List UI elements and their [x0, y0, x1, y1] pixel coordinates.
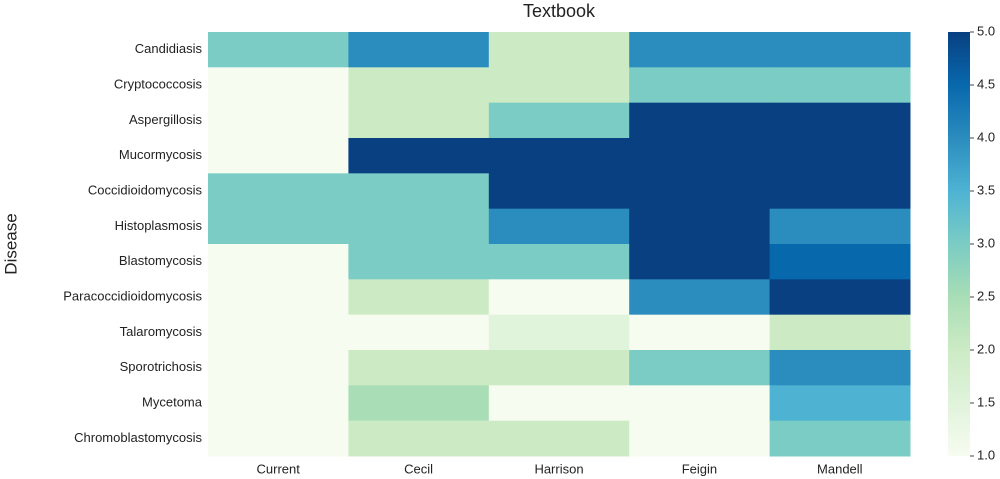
heatmap-cell	[348, 385, 490, 422]
heatmap-cell	[208, 420, 349, 457]
x-tick-label: Feigin	[682, 461, 717, 476]
colorbar-tick-label: 2.5	[977, 288, 995, 303]
heatmap-cell	[348, 208, 490, 245]
y-tick-label: Paracoccidioidomycosis	[63, 288, 202, 303]
colorbar-tick-label: 4.5	[977, 76, 995, 91]
y-tick-label: Mycetoma	[142, 394, 203, 409]
heatmap-cell	[348, 279, 490, 316]
colorbar	[948, 32, 970, 456]
heatmap-cell	[488, 350, 630, 386]
heatmap-cell	[629, 350, 771, 386]
heatmap-cell	[769, 102, 911, 139]
heatmap-cell	[208, 173, 349, 210]
colorbar-tick-label: 5.0	[977, 23, 995, 38]
heatmap-cell	[629, 32, 771, 68]
heatmap-cell	[629, 279, 771, 316]
heatmap-cell	[769, 208, 911, 245]
colorbar-tick-label: 3.0	[977, 235, 995, 250]
y-tick-label: Cryptococcosis	[114, 76, 203, 91]
heatmap-cell	[208, 32, 349, 68]
y-tick-label: Sporotrichosis	[120, 359, 203, 374]
heatmap-cell	[629, 314, 771, 351]
heatmap-cell	[208, 138, 349, 174]
y-tick-label: Chromoblastomycosis	[74, 430, 202, 445]
heatmap-cell	[769, 279, 911, 316]
heatmap-cell	[208, 279, 349, 316]
heatmap-cell	[348, 350, 490, 386]
colorbar-tick-label: 3.5	[977, 182, 995, 197]
heatmap-cell	[208, 350, 349, 386]
heatmap-cell	[629, 385, 771, 422]
colorbar-tick-label: 4.0	[977, 129, 995, 144]
heatmap-cell	[769, 173, 911, 210]
heatmap-cell	[348, 314, 490, 351]
heatmap-cell	[488, 420, 630, 457]
heatmap-cell	[208, 208, 349, 245]
y-tick-label: Mucormycosis	[119, 147, 203, 162]
heatmap-cell	[208, 385, 349, 422]
y-tick-label: Histoplasmosis	[115, 218, 203, 233]
chart-title: Textbook	[523, 1, 596, 21]
heatmap-cell	[769, 244, 911, 280]
heatmap-cell	[488, 32, 630, 68]
y-tick-label: Aspergillosis	[129, 112, 202, 127]
heatmap-cell	[488, 173, 630, 210]
heatmap-cell	[488, 208, 630, 245]
heatmap-cell	[488, 102, 630, 139]
heatmap-cell	[348, 173, 490, 210]
colorbar-tick-label: 1.0	[977, 447, 995, 462]
heatmap-cell	[488, 138, 630, 174]
x-tick-label: Harrison	[534, 461, 583, 476]
heatmap-cell	[769, 385, 911, 422]
y-tick-label: Blastomycosis	[119, 253, 203, 268]
heatmap-cell	[348, 32, 490, 68]
y-axis-label: Disease	[1, 213, 20, 274]
heatmap-cell	[208, 244, 349, 280]
heatmap-cell	[769, 138, 911, 174]
x-tick-label: Mandell	[817, 461, 863, 476]
x-tick-label: Current	[257, 461, 301, 476]
heatmap-cell	[629, 420, 771, 457]
heatmap-cell	[769, 314, 911, 351]
heatmap-cell	[488, 385, 630, 422]
heatmap-cell	[629, 244, 771, 280]
heatmap-cell	[488, 279, 630, 316]
heatmap-cell	[488, 314, 630, 351]
heatmap-cell	[488, 244, 630, 280]
y-tick-label: Candidiasis	[135, 41, 203, 56]
heatmap-cell	[208, 102, 349, 139]
heatmap-cell	[629, 173, 771, 210]
heatmap-cell	[348, 102, 490, 139]
x-tick-label: Cecil	[404, 461, 433, 476]
y-tick-label: Coccidioidomycosis	[88, 182, 203, 197]
heatmap-cell	[348, 138, 490, 174]
heatmap-cell	[769, 420, 911, 457]
heatmap-cell	[769, 32, 911, 68]
heatmap-cell	[348, 420, 490, 457]
heatmap-cell	[208, 314, 349, 351]
y-tick-label: Talaromycosis	[120, 324, 203, 339]
heatmap-cell	[488, 67, 630, 104]
heatmap-cell	[629, 67, 771, 104]
heatmap-cell	[629, 138, 771, 174]
heatmap-cell	[629, 208, 771, 245]
colorbar-tick-label: 1.5	[977, 394, 995, 409]
heatmap-cell	[208, 67, 349, 104]
heatmap-cell	[769, 67, 911, 104]
heatmap-cell	[348, 244, 490, 280]
heatmap-cell	[629, 102, 771, 139]
colorbar-tick-label: 2.0	[977, 341, 995, 356]
heatmap-cell	[769, 350, 911, 386]
heatmap-cell	[348, 67, 490, 104]
